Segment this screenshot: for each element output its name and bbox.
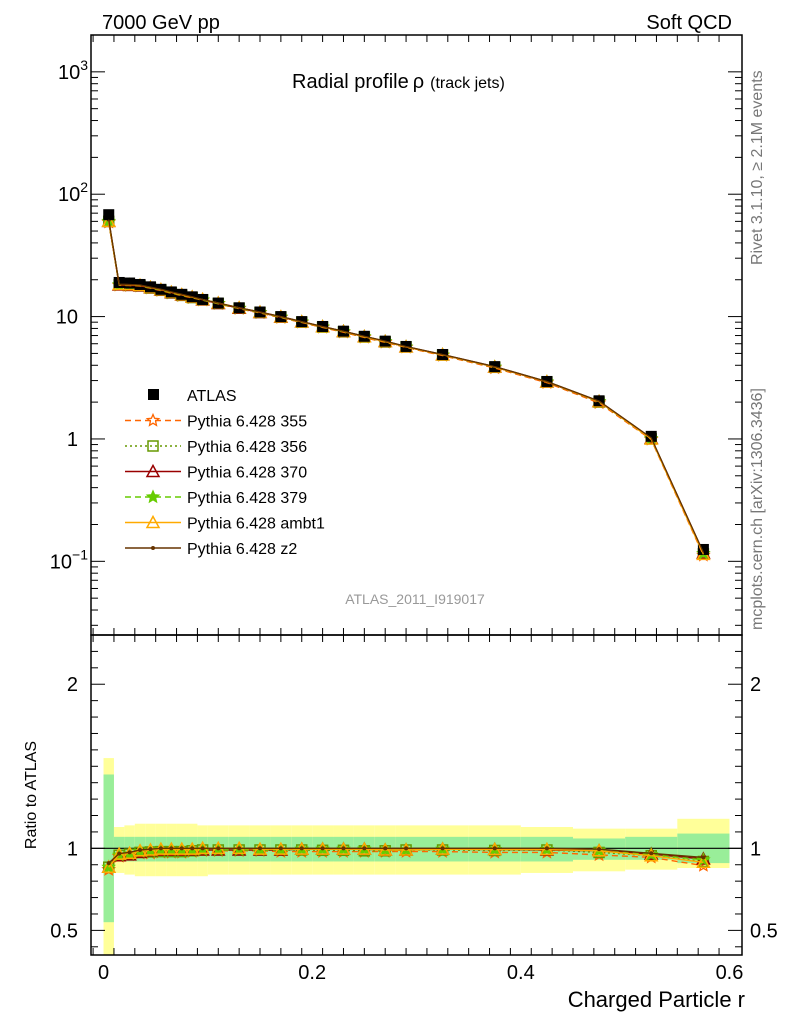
- ratio-point: [258, 846, 263, 851]
- ratio-point: [278, 846, 283, 851]
- main-series-layer: [101, 209, 711, 562]
- plot-title-symbol: ρ: [413, 71, 424, 93]
- ratio-point: [398, 842, 414, 856]
- ratio-point: [127, 850, 132, 855]
- ratio-y-tick-label: 1: [67, 838, 78, 860]
- legend-marker: [145, 412, 161, 427]
- plot-title-main: Radial profile: [292, 71, 409, 93]
- legend-entry-5: Pythia 6.428 z2: [125, 541, 297, 558]
- legend-label: Pythia 6.428 ambt1: [187, 516, 325, 533]
- legend-marker: [151, 546, 155, 550]
- ratio-point: [179, 846, 184, 851]
- series-top-5: [108, 219, 704, 553]
- legend-marker: [145, 514, 161, 529]
- y-tick-label: 102: [58, 179, 88, 206]
- legend-marker: [148, 389, 159, 400]
- ratio-point: [383, 846, 388, 851]
- legend: ATLAS Pythia 6.428 355 Pythia 6.428 356 Pyt…: [125, 388, 325, 558]
- ratio-point: [377, 842, 393, 856]
- y-tick-label: 1: [67, 429, 78, 451]
- data-point: [124, 277, 136, 289]
- legend-entry-data: ATLAS: [148, 388, 237, 405]
- xlabel: Charged Particle r: [568, 987, 745, 1012]
- ratio-point: [643, 848, 659, 862]
- x-tick-label: 0: [98, 962, 109, 984]
- data-point: [103, 209, 115, 221]
- legend-label: Pythia 6.428 z2: [187, 541, 297, 558]
- y-tick-label: 10: [56, 307, 78, 329]
- legend-label: ATLAS: [187, 388, 237, 405]
- ratio-point: [148, 847, 153, 852]
- ratio-point: [649, 851, 654, 856]
- ratio-y-tick-label: 2: [67, 674, 78, 696]
- legend-marker: [145, 489, 161, 504]
- legend-entry-2: Pythia 6.428 370: [125, 463, 307, 482]
- ratio-point: [190, 846, 195, 851]
- analysis-id: ATLAS_2011_I919017: [345, 591, 485, 607]
- data-point: [645, 430, 657, 442]
- header-right: Soft QCD: [646, 12, 732, 34]
- plot-title: Radial profile ρ (track jets): [292, 71, 505, 93]
- ratio-point: [597, 847, 602, 852]
- ratio-point: [492, 846, 497, 851]
- mcplots-label: mcplots.cern.ch [arXiv:1306.3436]: [749, 388, 766, 630]
- ratio-point: [216, 846, 221, 851]
- header-left: 7000 GeV pp: [102, 12, 220, 34]
- ratio-y-tick-label-right: 0.5: [750, 920, 778, 942]
- ratio-point: [117, 851, 122, 856]
- legend-entry-4: Pythia 6.428 ambt1: [125, 514, 325, 533]
- ratio-point: [544, 846, 549, 851]
- axes-layer: 10−1 1 10 102 103 0 0.2 0.4 0.6 0.5 0.5 1 1 2 2: [50, 34, 778, 984]
- ratio-series-layer: [101, 840, 711, 876]
- ratio-point: [440, 846, 445, 851]
- ratio-y-tick-label-right: 2: [750, 674, 761, 696]
- ratio-point: [158, 846, 163, 851]
- ratio-y-tick-label: 0.5: [50, 920, 78, 942]
- legend-entry-0: Pythia 6.428 355: [125, 412, 307, 431]
- legend-label: Pythia 6.428 355: [187, 414, 307, 431]
- ratio-point: [237, 846, 242, 851]
- ratio-point: [320, 846, 325, 851]
- data-point: [697, 543, 709, 555]
- legend-entry-1: Pythia 6.428 356: [125, 439, 307, 456]
- plot-title-sub: (track jets): [430, 75, 505, 92]
- ratio-point: [341, 846, 346, 851]
- ratio-point: [696, 854, 711, 869]
- legend-label: Pythia 6.428 379: [187, 490, 307, 507]
- x-tick-label: 0.4: [507, 962, 535, 984]
- ratio-point: [591, 843, 607, 857]
- x-tick-label: 0.2: [298, 962, 326, 984]
- series-line: [108, 219, 704, 553]
- ratio-ylabel: Ratio to ATLAS: [23, 741, 40, 849]
- ratio-point: [701, 855, 706, 860]
- legend-label: Pythia 6.428 370: [187, 465, 307, 482]
- legend-marker: [147, 440, 159, 452]
- y-tick-label: 103: [58, 57, 88, 84]
- ratio-frame: [90, 634, 743, 956]
- ratio-point: [200, 846, 205, 851]
- ratio-y-tick-label-right: 1: [750, 838, 761, 860]
- ratio-point: [169, 846, 174, 851]
- ratio-point: [299, 846, 304, 851]
- legend-marker: [145, 463, 161, 478]
- rivet-label: Rivet 3.1.10, ≥ 2.1M events: [749, 70, 766, 265]
- legend-label: Pythia 6.428 356: [187, 439, 307, 456]
- y-tick-label: 10−1: [50, 546, 88, 573]
- ratio-point: [101, 859, 116, 873]
- ratio-point: [106, 861, 111, 866]
- ratio-point: [362, 846, 367, 851]
- ratio-point: [138, 847, 143, 852]
- ratio-series-5: [106, 846, 706, 866]
- ratio-point: [404, 846, 409, 851]
- legend-entry-3: Pythia 6.428 379: [125, 489, 307, 507]
- x-tick-label: 0.6: [716, 962, 744, 984]
